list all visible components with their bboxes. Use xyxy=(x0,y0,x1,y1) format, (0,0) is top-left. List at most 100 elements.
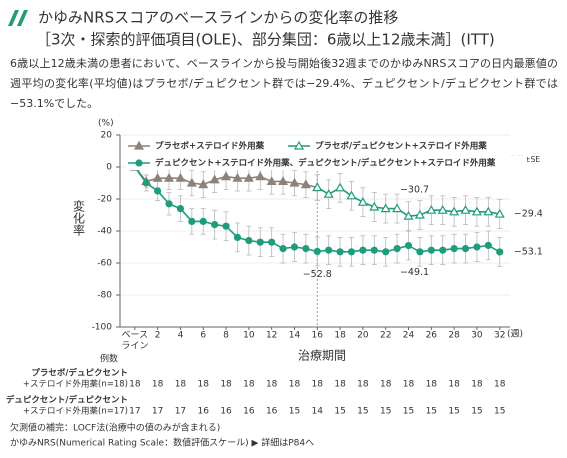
data-point xyxy=(380,203,391,213)
data-point xyxy=(357,196,368,206)
x-tick-label: 14 xyxy=(289,331,301,341)
x-tick-label: 2 xyxy=(155,331,161,341)
chart-title: かゆみNRSスコアのベースラインからの変化率の推移 xyxy=(38,9,398,27)
x-tick-label: 4 xyxy=(178,331,184,341)
legend-label: プラセボ+ステロイド外用薬 xyxy=(155,141,265,152)
description: 6歳以上12歳未満の患者において、ベースラインから投与開始後32週までのかゆみN… xyxy=(10,57,558,110)
table-cell: 18 xyxy=(175,380,187,390)
data-point xyxy=(437,204,448,214)
data-point xyxy=(449,206,460,216)
table-cell: 15 xyxy=(426,407,437,417)
data-point xyxy=(199,217,207,225)
data-point xyxy=(461,245,470,253)
data-point xyxy=(439,246,447,254)
footnote: かゆみNRS(Numerical Rating Scale：数値評価スケール) … xyxy=(10,437,314,449)
table-cell: 15 xyxy=(357,407,368,417)
legend-marker xyxy=(293,140,305,150)
data-point xyxy=(176,205,185,213)
table-cell: 18 xyxy=(334,380,346,390)
table-cell: 16 xyxy=(243,407,255,417)
x-tick-label: 12 xyxy=(266,331,277,341)
table-cell: 18 xyxy=(289,380,301,390)
data-point xyxy=(382,248,390,256)
x-tick-label: 26 xyxy=(426,331,438,341)
table-cell: 18 xyxy=(243,380,255,390)
x-tick-label: 16 xyxy=(312,331,324,341)
data-point xyxy=(494,208,505,218)
data-point xyxy=(496,248,504,256)
table-cell: 18 xyxy=(152,380,164,390)
table-cell: 15 xyxy=(334,407,345,417)
data-point xyxy=(233,233,242,241)
table-cell: 15 xyxy=(448,407,459,417)
table-cell: 18 xyxy=(129,380,141,390)
data-point xyxy=(268,238,276,246)
legend-label: プラセボ/デュピクセント+ステロイド外用薬 xyxy=(315,141,487,152)
data-point xyxy=(211,221,219,229)
data-point xyxy=(370,246,378,254)
table-cell: 17 xyxy=(129,407,140,417)
table-cell: 18 xyxy=(198,380,210,390)
chart-subtitle: ［3次・探索的評価項目(OLE)、部分集団：6歳以上12歳未満］(ITT) xyxy=(36,31,495,49)
table-cell: 15 xyxy=(471,407,482,417)
x-tick-label: 30 xyxy=(471,331,483,341)
table-row-label: +ステロイド外用薬(n=18) xyxy=(23,379,128,390)
annotation: −29.4 xyxy=(514,209,543,220)
x-tick-label: 32 xyxy=(494,331,505,341)
legend-label: デュピクセント+ステロイド外用薬、デュピクセント/デュピクセント+ステロイド外用… xyxy=(155,158,496,169)
data-point xyxy=(243,172,254,182)
data-point xyxy=(404,241,413,250)
legend-marker xyxy=(133,140,145,150)
table-cell: 16 xyxy=(220,407,232,417)
data-point xyxy=(325,246,333,254)
table-row-label: +ステロイド外用薬(n=17) xyxy=(23,406,128,417)
data-point xyxy=(188,217,196,225)
x-tick-label: 20 xyxy=(357,331,369,341)
data-point xyxy=(256,238,264,246)
table-row-label: デュピクセント/デュピクセント xyxy=(6,395,128,406)
data-point xyxy=(175,172,186,182)
table-cell: 18 xyxy=(220,380,232,390)
x-tick-label: 8 xyxy=(223,331,229,341)
table-row-label: プラセボ/デュピクセント xyxy=(31,368,128,379)
data-point xyxy=(369,201,380,211)
y-tick-label: -80 xyxy=(97,291,112,301)
data-point xyxy=(471,206,482,216)
data-point xyxy=(336,248,344,256)
y-tick-label: -20 xyxy=(97,195,112,205)
table-cell: 18 xyxy=(403,380,415,390)
data-point xyxy=(221,171,232,181)
data-point xyxy=(347,248,356,256)
data-point xyxy=(392,203,403,213)
data-point xyxy=(209,174,220,184)
x-tick-label: 10 xyxy=(243,331,255,341)
table-cell: 15 xyxy=(494,407,505,417)
data-point xyxy=(186,177,197,187)
table-cell: 16 xyxy=(198,407,210,417)
data-point xyxy=(165,200,173,208)
legend-bg xyxy=(286,139,507,153)
data-point xyxy=(312,182,323,192)
data-point xyxy=(427,246,435,254)
data-point xyxy=(232,172,243,182)
table-cell: 17 xyxy=(152,407,163,417)
table-cell: 18 xyxy=(426,380,438,390)
data-point xyxy=(279,245,287,253)
data-point xyxy=(323,188,334,198)
data-point xyxy=(245,237,253,245)
annotation: −30.7 xyxy=(400,185,429,196)
table-cell: 15 xyxy=(403,407,414,417)
x-tick-label: 28 xyxy=(448,331,460,341)
x-tick-label: 6 xyxy=(200,331,206,341)
data-point xyxy=(164,172,175,182)
y-axis-label: 変化率 xyxy=(72,199,86,236)
x-tick-label: 22 xyxy=(380,331,391,341)
annotation: −52.8 xyxy=(303,269,332,280)
table-cell: 14 xyxy=(312,407,324,417)
data-point xyxy=(142,179,150,187)
table-cell: 18 xyxy=(494,380,506,390)
table-cell: 15 xyxy=(289,407,300,417)
data-point xyxy=(346,190,357,200)
x-tick-label: 18 xyxy=(334,331,346,341)
